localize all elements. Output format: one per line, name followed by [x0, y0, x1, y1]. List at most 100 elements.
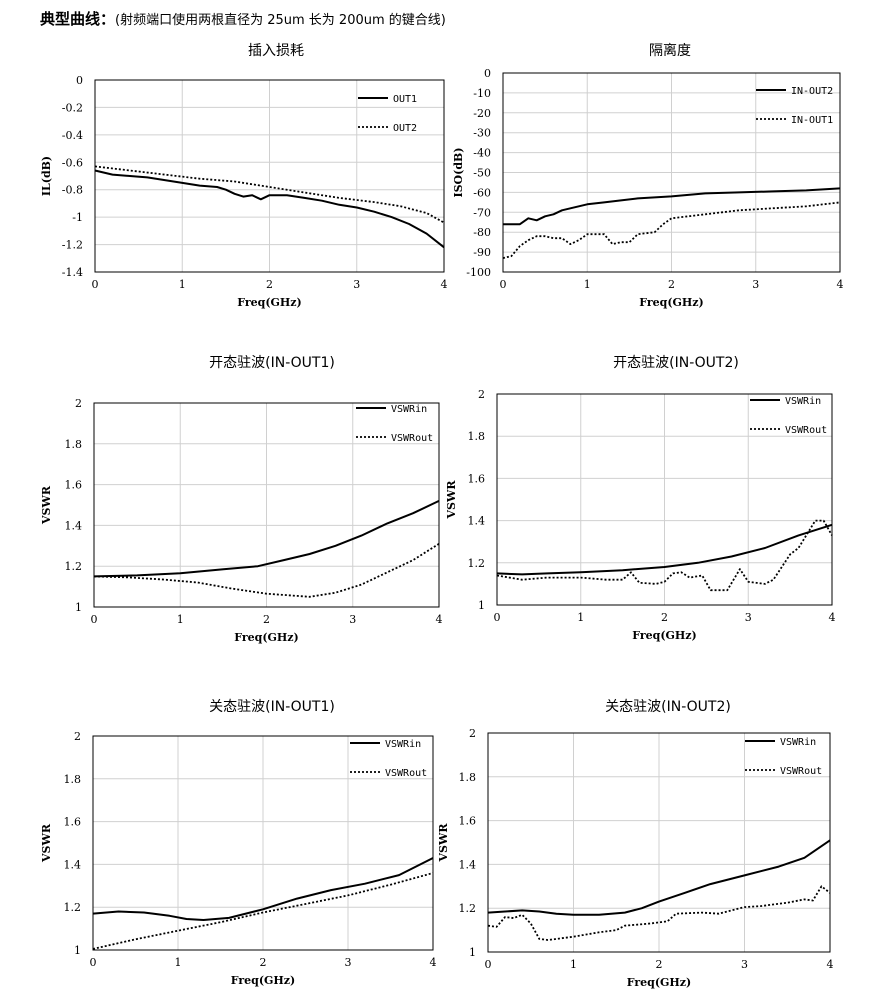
y-tick-label: 1 — [75, 601, 82, 614]
y-tick-label: 1.4 — [64, 858, 82, 871]
x-tick-label: 3 — [349, 613, 356, 626]
y-tick-label: -0.8 — [62, 184, 83, 197]
x-tick-label: 2 — [661, 611, 668, 624]
y-tick-label: 1.8 — [65, 438, 83, 451]
x-tick-label: 3 — [745, 611, 752, 624]
x-tick-label: 4 — [441, 278, 448, 291]
series-line-out2 — [94, 165, 445, 224]
y-tick-label: 1.8 — [468, 430, 486, 443]
y-axis-label: VSWR — [445, 480, 458, 520]
y-tick-label: -1.4 — [62, 266, 83, 279]
plot-frame — [496, 393, 833, 606]
chart-title-on-vswr-out2: 开态驻波(IN-OUT2) — [613, 355, 739, 371]
plot-frame — [93, 402, 440, 608]
y-tick-label: 0 — [484, 67, 491, 80]
chart-title-isolation: 隔离度 — [649, 43, 691, 59]
x-tick-label: 2 — [263, 613, 270, 626]
y-tick-label: -20 — [473, 107, 491, 120]
y-tick-label: -80 — [473, 226, 491, 239]
plot-frame — [502, 72, 841, 273]
legend-label-vswrin: VSWRin — [385, 739, 421, 750]
x-tick-label: 1 — [177, 613, 184, 626]
x-axis-label: Freq(GHz) — [627, 976, 692, 989]
chart-title-off-vswr-out2: 关态驻波(IN-OUT2) — [605, 699, 731, 715]
x-tick-label: 0 — [500, 278, 507, 291]
x-tick-label: 0 — [90, 956, 97, 969]
section-heading-note: (射频端口使用两根直径为 25um 长为 200um 的键合线) — [115, 13, 446, 28]
plot-frame — [94, 79, 445, 273]
legend-label-vswrin: VSWRin — [780, 737, 816, 748]
x-tick-label: 2 — [260, 956, 267, 969]
legend-label-out2: OUT2 — [393, 123, 417, 134]
x-tick-label: 1 — [175, 956, 182, 969]
legend-label-vswrout: VSWRout — [385, 768, 427, 779]
y-tick-label: 1.6 — [468, 472, 486, 485]
y-tick-label: 1.4 — [65, 519, 83, 532]
y-tick-label: -1.2 — [62, 239, 83, 252]
y-tick-label: 2 — [469, 727, 476, 740]
legend-label-vswrout: VSWRout — [780, 766, 822, 777]
x-tick-label: 0 — [92, 278, 99, 291]
plot-frame — [92, 735, 434, 951]
y-tick-label: -10 — [473, 87, 491, 100]
chart-title-insertion-loss: 插入损耗 — [248, 43, 304, 59]
x-axis-label: Freq(GHz) — [639, 296, 704, 309]
y-axis-label: VSWR — [40, 823, 53, 863]
x-tick-label: 2 — [668, 278, 675, 291]
series-line-vswrin — [92, 857, 434, 921]
x-tick-label: 1 — [179, 278, 186, 291]
y-axis-label: ISO(dB) — [452, 147, 465, 197]
y-tick-label: 1.2 — [64, 901, 82, 914]
y-tick-label: -100 — [466, 266, 491, 279]
legend-label-vswrin: VSWRin — [785, 396, 821, 407]
legend-label-vswrout: VSWRout — [785, 425, 827, 436]
x-tick-label: 3 — [353, 278, 360, 291]
chart-title-off-vswr-out1: 关态驻波(IN-OUT1) — [209, 699, 335, 715]
y-tick-label: -30 — [473, 127, 491, 140]
y-tick-label: 2 — [75, 397, 82, 410]
x-tick-label: 4 — [837, 278, 844, 291]
series-line-in-out1 — [502, 201, 841, 259]
y-tick-label: -70 — [473, 206, 491, 219]
legend-label-out1: OUT1 — [393, 94, 417, 105]
y-tick-label: -0.6 — [62, 156, 83, 169]
y-tick-label: 1 — [74, 944, 81, 957]
y-tick-label: 1.2 — [65, 560, 83, 573]
x-tick-label: 4 — [436, 613, 443, 626]
legend-label-in-out2: IN-OUT2 — [791, 86, 833, 97]
x-tick-label: 2 — [266, 278, 273, 291]
y-axis-label: IL(dB) — [40, 156, 53, 196]
y-tick-label: 0 — [76, 74, 83, 87]
y-tick-label: -40 — [473, 147, 491, 160]
y-tick-label: 2 — [478, 388, 485, 401]
y-tick-label: -90 — [473, 246, 491, 259]
x-tick-label: 3 — [741, 958, 748, 971]
x-tick-label: 0 — [485, 958, 492, 971]
y-tick-label: 1.4 — [459, 858, 477, 871]
legend-label-in-out1: IN-OUT1 — [791, 115, 833, 126]
x-tick-label: 2 — [656, 958, 663, 971]
x-tick-label: 4 — [827, 958, 834, 971]
legend-label-vswrin: VSWRin — [391, 404, 427, 415]
y-tick-label: 1.6 — [459, 815, 477, 828]
y-tick-label: 1.2 — [468, 557, 486, 570]
x-tick-label: 0 — [91, 613, 98, 626]
y-tick-label: 1.6 — [65, 479, 83, 492]
y-tick-label: 1 — [478, 599, 485, 612]
series-line-out1 — [94, 169, 445, 249]
x-tick-label: 3 — [752, 278, 759, 291]
y-axis-label: VSWR — [40, 485, 53, 525]
plot-frame — [487, 732, 831, 953]
series-line-vswrout — [487, 885, 831, 941]
y-tick-label: -0.4 — [62, 129, 83, 142]
x-tick-label: 4 — [829, 611, 836, 624]
y-tick-label: 1.8 — [64, 773, 82, 786]
x-axis-label: Freq(GHz) — [231, 974, 296, 987]
y-axis-label: VSWR — [437, 823, 450, 863]
y-tick-label: 1.2 — [459, 902, 477, 915]
